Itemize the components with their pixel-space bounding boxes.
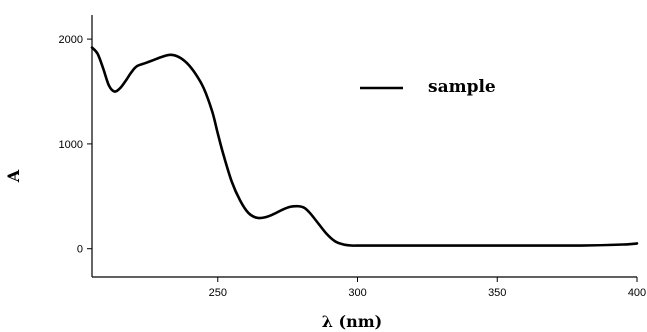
- y-ticks: 0 1000 2000: [59, 34, 92, 256]
- x-axis-title: λ (nm): [322, 312, 383, 331]
- y-tick-label: 2000: [59, 34, 83, 46]
- x-ticks: 250 300 350 400: [209, 277, 646, 299]
- y-tick-label: 1000: [59, 139, 83, 151]
- axes: 250 300 350 400 0 1000 2000: [59, 15, 646, 299]
- y-tick-label: 0: [77, 244, 83, 256]
- series-line-sample: [90, 46, 639, 247]
- legend-label: sample: [428, 77, 496, 97]
- x-tick-label: 300: [348, 287, 366, 299]
- legend: sample: [360, 77, 496, 97]
- x-tick-label: 250: [209, 287, 227, 299]
- y-axis-title: A: [4, 169, 23, 183]
- x-tick-label: 400: [628, 287, 646, 299]
- x-tick-label: 350: [488, 287, 506, 299]
